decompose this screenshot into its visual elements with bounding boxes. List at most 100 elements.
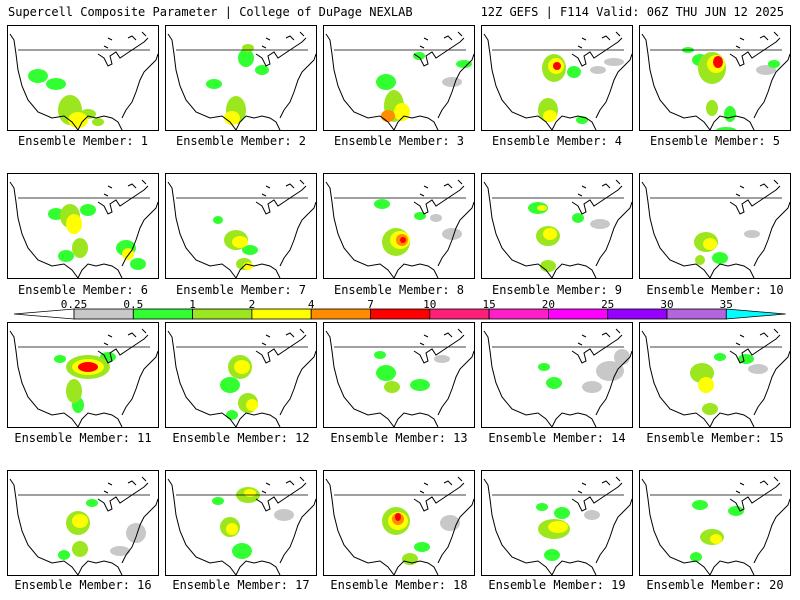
member-label: Ensemble Member: 4 [491,134,623,148]
scp-contour-area [596,361,624,381]
scp-contour-area [400,237,406,243]
scp-contour-area [410,379,430,391]
scp-contour-area [48,208,64,220]
member-label: Ensemble Member: 6 [17,283,149,297]
scp-contour-area [402,553,418,565]
scp-contour-area [414,542,430,552]
scp-contour-area [80,204,96,216]
member-map-canvas [325,179,474,278]
member-map-canvas [9,476,158,575]
scp-contour-area [554,507,570,519]
member-map-canvas [167,476,316,575]
member-label: Ensemble Member: 3 [333,134,465,148]
scp-contour-area [544,549,560,561]
scp-contour-area [703,238,717,250]
scp-contour-area [376,74,396,90]
coastline [325,328,474,427]
scp-contour-area [548,521,568,533]
coastline [167,476,316,575]
coastline [325,476,474,575]
scp-contour-area [572,213,584,223]
scp-contour-area [395,513,401,521]
scp-contour-area [28,69,48,83]
scp-contour-area [213,216,223,224]
scp-contour-area [695,255,705,265]
scp-contour-area [546,377,562,389]
coastline [167,179,316,278]
ensemble-member-map [639,470,791,576]
scp-contour-area [86,499,98,507]
scp-contour-area [234,360,250,374]
scp-contour-area [78,362,98,372]
scp-contour-area [110,546,130,556]
ensemble-member-map [639,25,791,131]
scp-contour-area [413,52,425,60]
coastline [9,476,158,575]
colorbar-segment [370,308,431,320]
ensemble-member-map [639,322,791,428]
member-map-canvas [325,476,474,575]
member-label: Ensemble Member: 17 [172,578,310,592]
ensemble-member-map [639,173,791,279]
scp-contour-area [614,349,630,365]
colorbar-tick-label: 30 [660,298,674,311]
member-map-canvas [9,31,158,130]
member-label: Ensemble Member: 13 [330,431,468,445]
member-label: Ensemble Member: 11 [14,431,152,445]
scp-contour-area [212,497,224,505]
member-map-canvas [9,328,158,427]
scp-contour-area [716,127,736,130]
scp-contour-area [536,503,548,511]
scp-contour-area [442,77,462,87]
scp-contour-area [540,260,556,272]
member-map-canvas [483,31,632,130]
member-map-canvas [483,328,632,427]
scp-contour-area [744,230,760,238]
member-map-canvas [325,31,474,130]
scp-contour-area [126,523,146,543]
member-label: Ensemble Member: 12 [172,431,310,445]
scp-contour-area [58,250,74,262]
colorbar-segment [429,308,490,320]
scp-contour-area [604,58,624,66]
scp-contour-area [756,65,776,75]
scp-contour-area [567,66,581,78]
member-label: Ensemble Member: 9 [491,283,623,297]
colorbar-tick-label: 2 [248,298,256,311]
scp-contour-area [442,228,462,240]
colorbar-tick-label: 0.25 [60,298,88,311]
ensemble-member-map [323,25,475,131]
ensemble-member-map [7,322,159,428]
member-label: Ensemble Member: 2 [175,134,307,148]
coastline [9,31,158,130]
scp-contour-area [68,112,88,128]
scp-contour-area [72,238,88,258]
colorbar-segment [548,308,609,320]
colorbar-tick-label: 0.5 [123,298,144,311]
ensemble-member-map [7,470,159,576]
colorbar-tick-label: 1 [189,298,196,311]
scp-contour-area [274,509,294,521]
coastline [483,328,632,427]
colorbar-tick-label: 15 [482,298,496,311]
member-label: Ensemble Member: 15 [646,431,784,445]
ensemble-member-map [165,25,317,131]
scp-contour-area [584,510,600,520]
scp-contour-area [724,106,736,122]
scp-contour-area [768,60,780,68]
coastline [483,476,632,575]
scp-contour-area [384,381,400,393]
scp-contour-area [374,199,390,209]
member-label: Ensemble Member: 16 [14,578,152,592]
member-map-canvas [641,31,790,130]
scp-contour-area [590,66,606,74]
scp-contour-area [242,245,258,255]
coastline [641,31,790,130]
scp-contour-area [72,514,88,528]
scp-contour-area [706,100,718,116]
scp-contour-area [543,110,557,122]
member-map-canvas [167,31,316,130]
colorbar-segment [725,308,786,320]
scp-contour-area [46,78,66,90]
scp-contour-area [58,550,70,560]
